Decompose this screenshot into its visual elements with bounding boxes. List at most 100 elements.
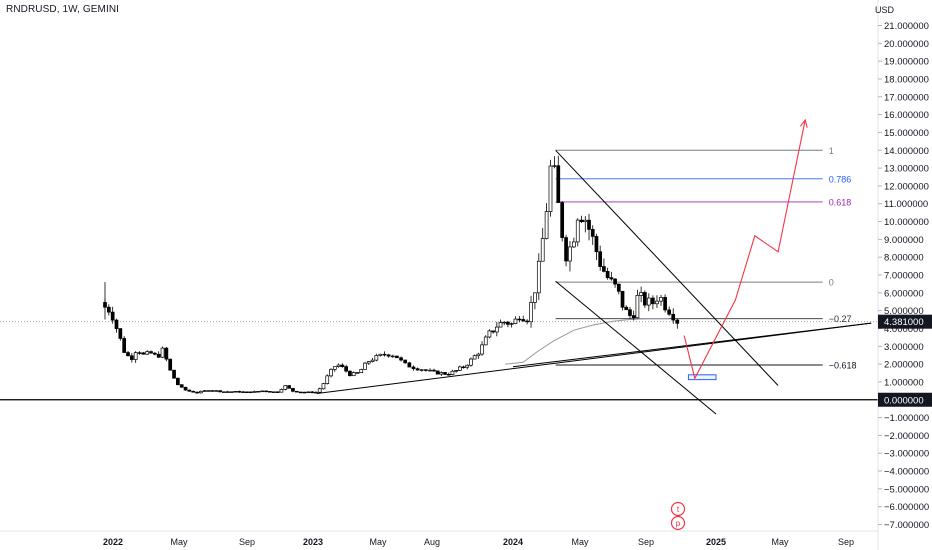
y-tick-label: 7.000000 xyxy=(884,271,924,282)
candle-body xyxy=(114,319,119,329)
candle-body xyxy=(675,319,680,324)
y-tick-label: 17.000000 xyxy=(884,92,929,103)
candle-body xyxy=(110,311,115,321)
candle-body xyxy=(195,391,199,394)
candle-body xyxy=(359,369,364,373)
candle-body xyxy=(283,385,288,390)
candle-body xyxy=(564,237,568,262)
x-tick-label: May xyxy=(771,537,789,547)
zero-price-tag xyxy=(878,392,932,407)
y-tick-label: 11.000000 xyxy=(884,199,928,210)
candle-body xyxy=(256,390,261,393)
candle-body xyxy=(411,366,416,370)
candle-body xyxy=(325,375,330,384)
y-tick-label: 1.000000 xyxy=(884,377,924,388)
candle-body xyxy=(199,390,203,394)
x-tick-label: Sep xyxy=(638,537,654,547)
candle-body xyxy=(521,319,526,322)
candle-body xyxy=(310,391,314,394)
candle-body xyxy=(403,359,408,364)
candle-body xyxy=(613,278,617,285)
candle-body xyxy=(248,391,253,394)
y-tick-label: −1.000000 xyxy=(884,413,929,424)
candle-body xyxy=(525,320,529,323)
candle-body xyxy=(332,366,337,370)
candle-body xyxy=(572,241,576,248)
last-price-label: 4.381000 xyxy=(884,317,924,328)
fib-label-1: 0.786 xyxy=(829,174,852,184)
candle-body xyxy=(287,385,291,389)
candle-body xyxy=(133,352,138,360)
candle-body xyxy=(271,391,276,393)
candle-body xyxy=(502,321,507,324)
y-tick-label: 2.000000 xyxy=(884,360,924,371)
candle-body xyxy=(651,297,655,305)
y-tick-label: 6.000000 xyxy=(884,288,924,299)
candle-body xyxy=(340,364,345,367)
y-tick-label: 9.000000 xyxy=(884,235,924,246)
candle-body xyxy=(374,355,379,361)
y-tick-label: −4.000000 xyxy=(884,467,929,478)
y-tick-label: 20.000000 xyxy=(884,39,929,50)
candle-body xyxy=(594,236,599,253)
candle-body xyxy=(457,366,462,371)
candle-body xyxy=(264,390,268,393)
candle-body xyxy=(344,366,348,372)
fib-label-0: 1 xyxy=(829,146,834,156)
candle-body xyxy=(168,358,173,371)
candle-body xyxy=(137,352,142,354)
candle-body xyxy=(317,388,322,393)
x-tick-label: 2024 xyxy=(503,537,523,547)
candle-body xyxy=(183,386,188,391)
candle-body xyxy=(164,347,169,360)
candle-body xyxy=(655,300,659,305)
trend-badge-label: t xyxy=(677,505,680,514)
candle-body xyxy=(141,352,146,355)
candle-body xyxy=(443,372,447,375)
candle-body xyxy=(419,369,424,371)
y-tick-label: 5.000000 xyxy=(884,306,924,317)
candle-body xyxy=(222,391,226,393)
candle-body xyxy=(126,352,130,357)
candle-body xyxy=(602,266,606,272)
candle-body xyxy=(395,355,399,359)
target-zone-box xyxy=(687,374,717,381)
y-tick-label: −6.000000 xyxy=(884,502,929,513)
y-tick-label: 18.000000 xyxy=(884,74,929,85)
candle-body xyxy=(237,390,242,393)
candle-body xyxy=(275,391,280,393)
symbol-title[interactable]: RNDRUSD, 1W, GEMINI xyxy=(6,4,120,15)
candle-body xyxy=(176,377,180,386)
candle-body xyxy=(206,390,211,392)
y-tick-label: 3.000000 xyxy=(884,342,924,353)
candle-body xyxy=(156,353,161,358)
currency-label[interactable]: USD xyxy=(874,5,894,15)
candle-body xyxy=(544,211,549,239)
candle-body xyxy=(225,391,230,393)
candle-body xyxy=(390,355,395,358)
trend-badge-icon: t xyxy=(670,501,686,517)
x-tick-label: 2023 xyxy=(303,537,323,547)
candle-body xyxy=(366,361,371,364)
candle-body xyxy=(241,391,245,394)
candle-body xyxy=(498,322,503,328)
candle-body xyxy=(268,391,272,393)
candle-body xyxy=(624,306,629,311)
candle-body xyxy=(424,369,428,371)
candle-body xyxy=(620,290,625,308)
candle-body xyxy=(382,353,387,356)
candle-body xyxy=(306,391,311,394)
candle-body xyxy=(628,309,632,316)
candle-body xyxy=(536,260,541,294)
x-tick-label: May xyxy=(571,537,589,547)
candle-body xyxy=(590,229,595,237)
y-tick-label: −7.000000 xyxy=(884,520,929,531)
candle-body xyxy=(529,302,533,323)
candle-body xyxy=(160,347,165,358)
candle-body xyxy=(336,364,341,367)
moving-average-line xyxy=(505,318,670,365)
candle-body xyxy=(631,315,636,319)
x-tick-label: Aug xyxy=(424,537,440,547)
